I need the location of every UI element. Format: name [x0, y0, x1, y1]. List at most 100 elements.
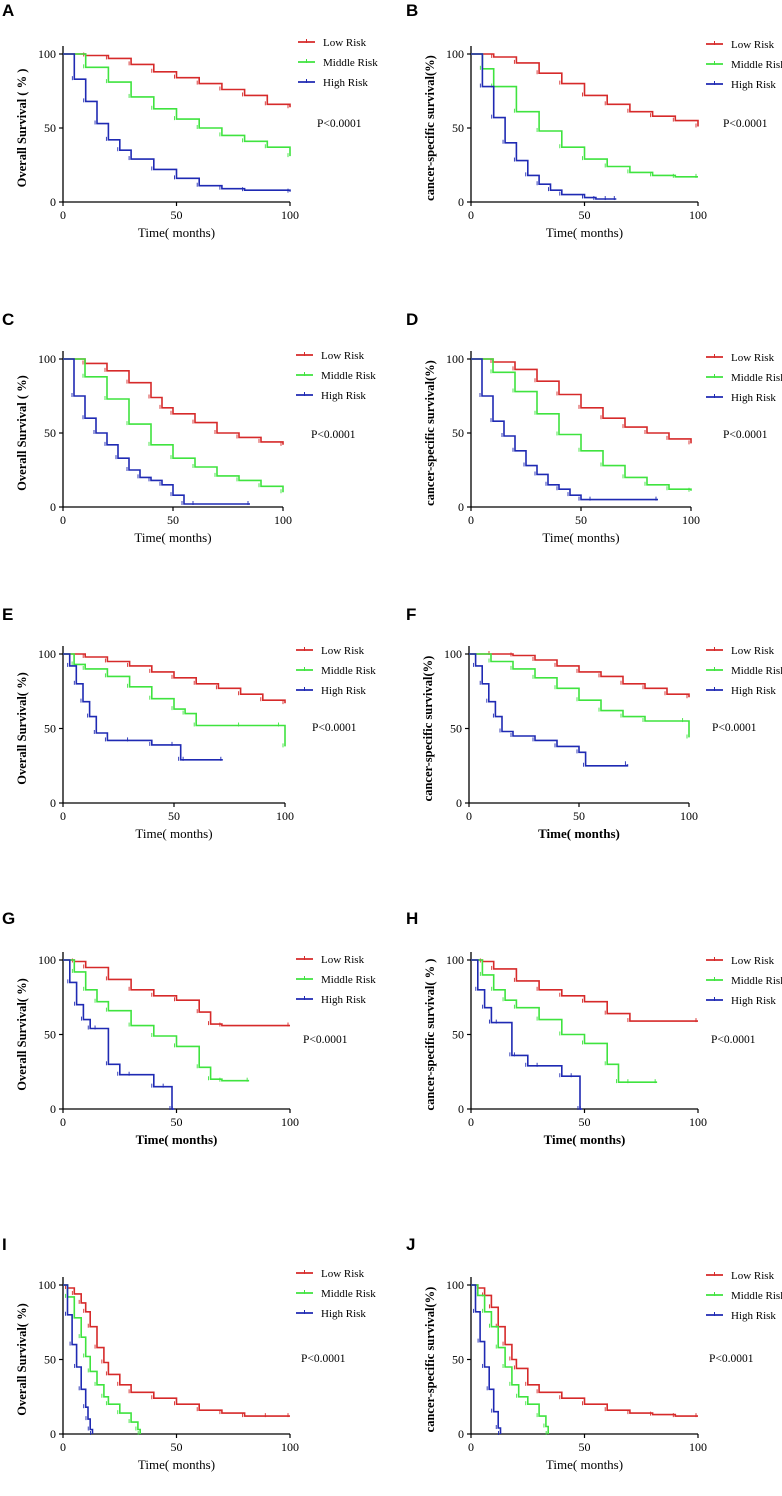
- x-axis-label: Time( months): [546, 225, 623, 240]
- y-tick-label: 100: [38, 1278, 56, 1292]
- x-tick-label: 50: [171, 1115, 183, 1129]
- panel-h: H 0 50 100 0 50 100 cancer-specific survival( %…: [406, 909, 782, 1147]
- x-tick-label: 0: [468, 1440, 474, 1454]
- legend-label-low: Low Risk: [731, 1270, 775, 1282]
- x-tick-label: 0: [466, 809, 472, 823]
- legend-label-low: Low Risk: [731, 955, 775, 967]
- legend-label-low: Low Risk: [323, 37, 367, 49]
- km-curve-low-risk: [469, 653, 690, 698]
- y-tick-label: 100: [38, 47, 56, 61]
- panel-letter: D: [406, 310, 418, 329]
- legend-label-low: Low Risk: [321, 1268, 365, 1280]
- legend-label-low: Low Risk: [321, 954, 365, 966]
- x-tick-label: 50: [575, 513, 587, 527]
- x-tick-label: 100: [682, 513, 700, 527]
- y-axis-label: Overall Survival ( %): [15, 375, 29, 491]
- p-value: P<0.0001: [709, 1353, 754, 1365]
- y-tick-label: 50: [452, 1353, 464, 1367]
- x-tick-label: 100: [281, 1440, 299, 1454]
- legend-label-high: High Risk: [321, 1308, 366, 1320]
- p-value: P<0.0001: [303, 1034, 348, 1046]
- y-tick-label: 50: [452, 1028, 464, 1042]
- x-tick-label: 50: [579, 208, 591, 222]
- panel-letter: C: [2, 310, 14, 329]
- legend-label-high: High Risk: [731, 685, 776, 697]
- km-curve-low-risk: [471, 959, 698, 1022]
- panel-letter: B: [406, 1, 418, 20]
- x-tick-label: 0: [60, 1115, 66, 1129]
- panel-c: C 0 50 100 0 50 100 Overall Survival ( %) Time( …: [2, 310, 376, 545]
- legend-label-middle: Middle Risk: [321, 370, 376, 382]
- x-tick-label: 100: [274, 513, 292, 527]
- legend-label-middle: Middle Risk: [323, 57, 378, 69]
- p-value: P<0.0001: [301, 1353, 346, 1365]
- y-tick-label: 50: [44, 1353, 56, 1367]
- km-curve-middle-risk: [471, 358, 692, 491]
- panel-letter: I: [2, 1235, 7, 1254]
- y-axis-label: cancer-specific survival(%): [421, 656, 435, 802]
- x-tick-label: 50: [168, 809, 180, 823]
- km-curve-high-risk: [63, 653, 223, 761]
- x-axis-label: Time( months): [138, 225, 215, 240]
- x-tick-label: 0: [468, 513, 474, 527]
- x-tick-label: 0: [468, 208, 474, 222]
- x-tick-label: 100: [276, 809, 294, 823]
- panel-f: F 0 50 100 0 50 100 cancer-specific survival(%)…: [406, 605, 782, 841]
- km-curve-low-risk: [63, 653, 286, 704]
- km-curve-low-risk: [63, 358, 284, 445]
- x-axis-label: Time( months): [546, 1457, 623, 1472]
- y-tick-label: 50: [452, 121, 464, 135]
- legend-label-high: High Risk: [321, 994, 366, 1006]
- x-tick-label: 0: [60, 809, 66, 823]
- legend-label-low: Low Risk: [731, 352, 775, 364]
- km-curve-middle-risk: [63, 653, 286, 747]
- x-tick-label: 0: [468, 1115, 474, 1129]
- y-tick-label: 0: [50, 195, 56, 209]
- y-tick-label: 0: [50, 500, 56, 514]
- p-value: P<0.0001: [311, 429, 356, 441]
- panel-letter: H: [406, 909, 418, 928]
- legend-label-middle: Middle Risk: [731, 1290, 782, 1302]
- panel-letter: A: [2, 1, 14, 20]
- legend-label-high: High Risk: [321, 390, 366, 402]
- km-curve-high-risk: [471, 358, 658, 501]
- x-tick-label: 100: [680, 809, 698, 823]
- x-tick-label: 100: [689, 1115, 707, 1129]
- p-value: P<0.0001: [711, 1034, 756, 1046]
- panel-letter: J: [406, 1235, 415, 1254]
- x-tick-label: 100: [689, 1440, 707, 1454]
- x-tick-label: 0: [60, 513, 66, 527]
- y-axis-label: Overall Survival ( % ): [15, 69, 29, 188]
- km-curve-middle-risk: [471, 1284, 549, 1434]
- km-curve-low-risk: [471, 358, 692, 444]
- y-axis-label: Overall Survival( %): [15, 978, 29, 1091]
- x-tick-label: 100: [689, 208, 707, 222]
- x-tick-label: 50: [171, 208, 183, 222]
- y-tick-label: 0: [50, 1427, 56, 1441]
- km-curve-low-risk: [63, 959, 290, 1027]
- km-curve-high-risk: [471, 1284, 502, 1434]
- km-curve-high-risk: [63, 1284, 94, 1434]
- y-tick-label: 0: [456, 796, 462, 810]
- x-tick-label: 100: [281, 208, 299, 222]
- x-axis-label: Time( months): [538, 826, 620, 841]
- y-tick-label: 100: [38, 647, 56, 661]
- panel-d: D 0 50 100 0 50 100 cancer-specific survival(%)…: [406, 310, 782, 545]
- panel-b: B 0 50 100 0 50 100 cancer-specific survival(%)…: [406, 1, 782, 240]
- y-tick-label: 50: [450, 722, 462, 736]
- y-axis-label: cancer-specific survival(%): [423, 55, 437, 201]
- x-axis-label: Time( months): [135, 826, 212, 841]
- km-curve-middle-risk: [63, 959, 250, 1082]
- y-axis-label: cancer-specific survival(%): [423, 360, 437, 506]
- legend-label-high: High Risk: [731, 1310, 776, 1322]
- y-axis-label: cancer-specific survival(%): [423, 1287, 437, 1433]
- km-curve-middle-risk: [63, 53, 291, 157]
- y-axis-label: Overall Survival( %): [15, 672, 29, 785]
- x-axis-label: Time( months): [138, 1457, 215, 1472]
- legend-label-middle: Middle Risk: [321, 665, 376, 677]
- y-tick-label: 0: [458, 1102, 464, 1116]
- panel-i: I 0 50 100 0 50 100 Overall Survival( %) Time( m…: [2, 1235, 376, 1472]
- y-tick-label: 100: [446, 47, 464, 61]
- x-tick-label: 50: [573, 809, 585, 823]
